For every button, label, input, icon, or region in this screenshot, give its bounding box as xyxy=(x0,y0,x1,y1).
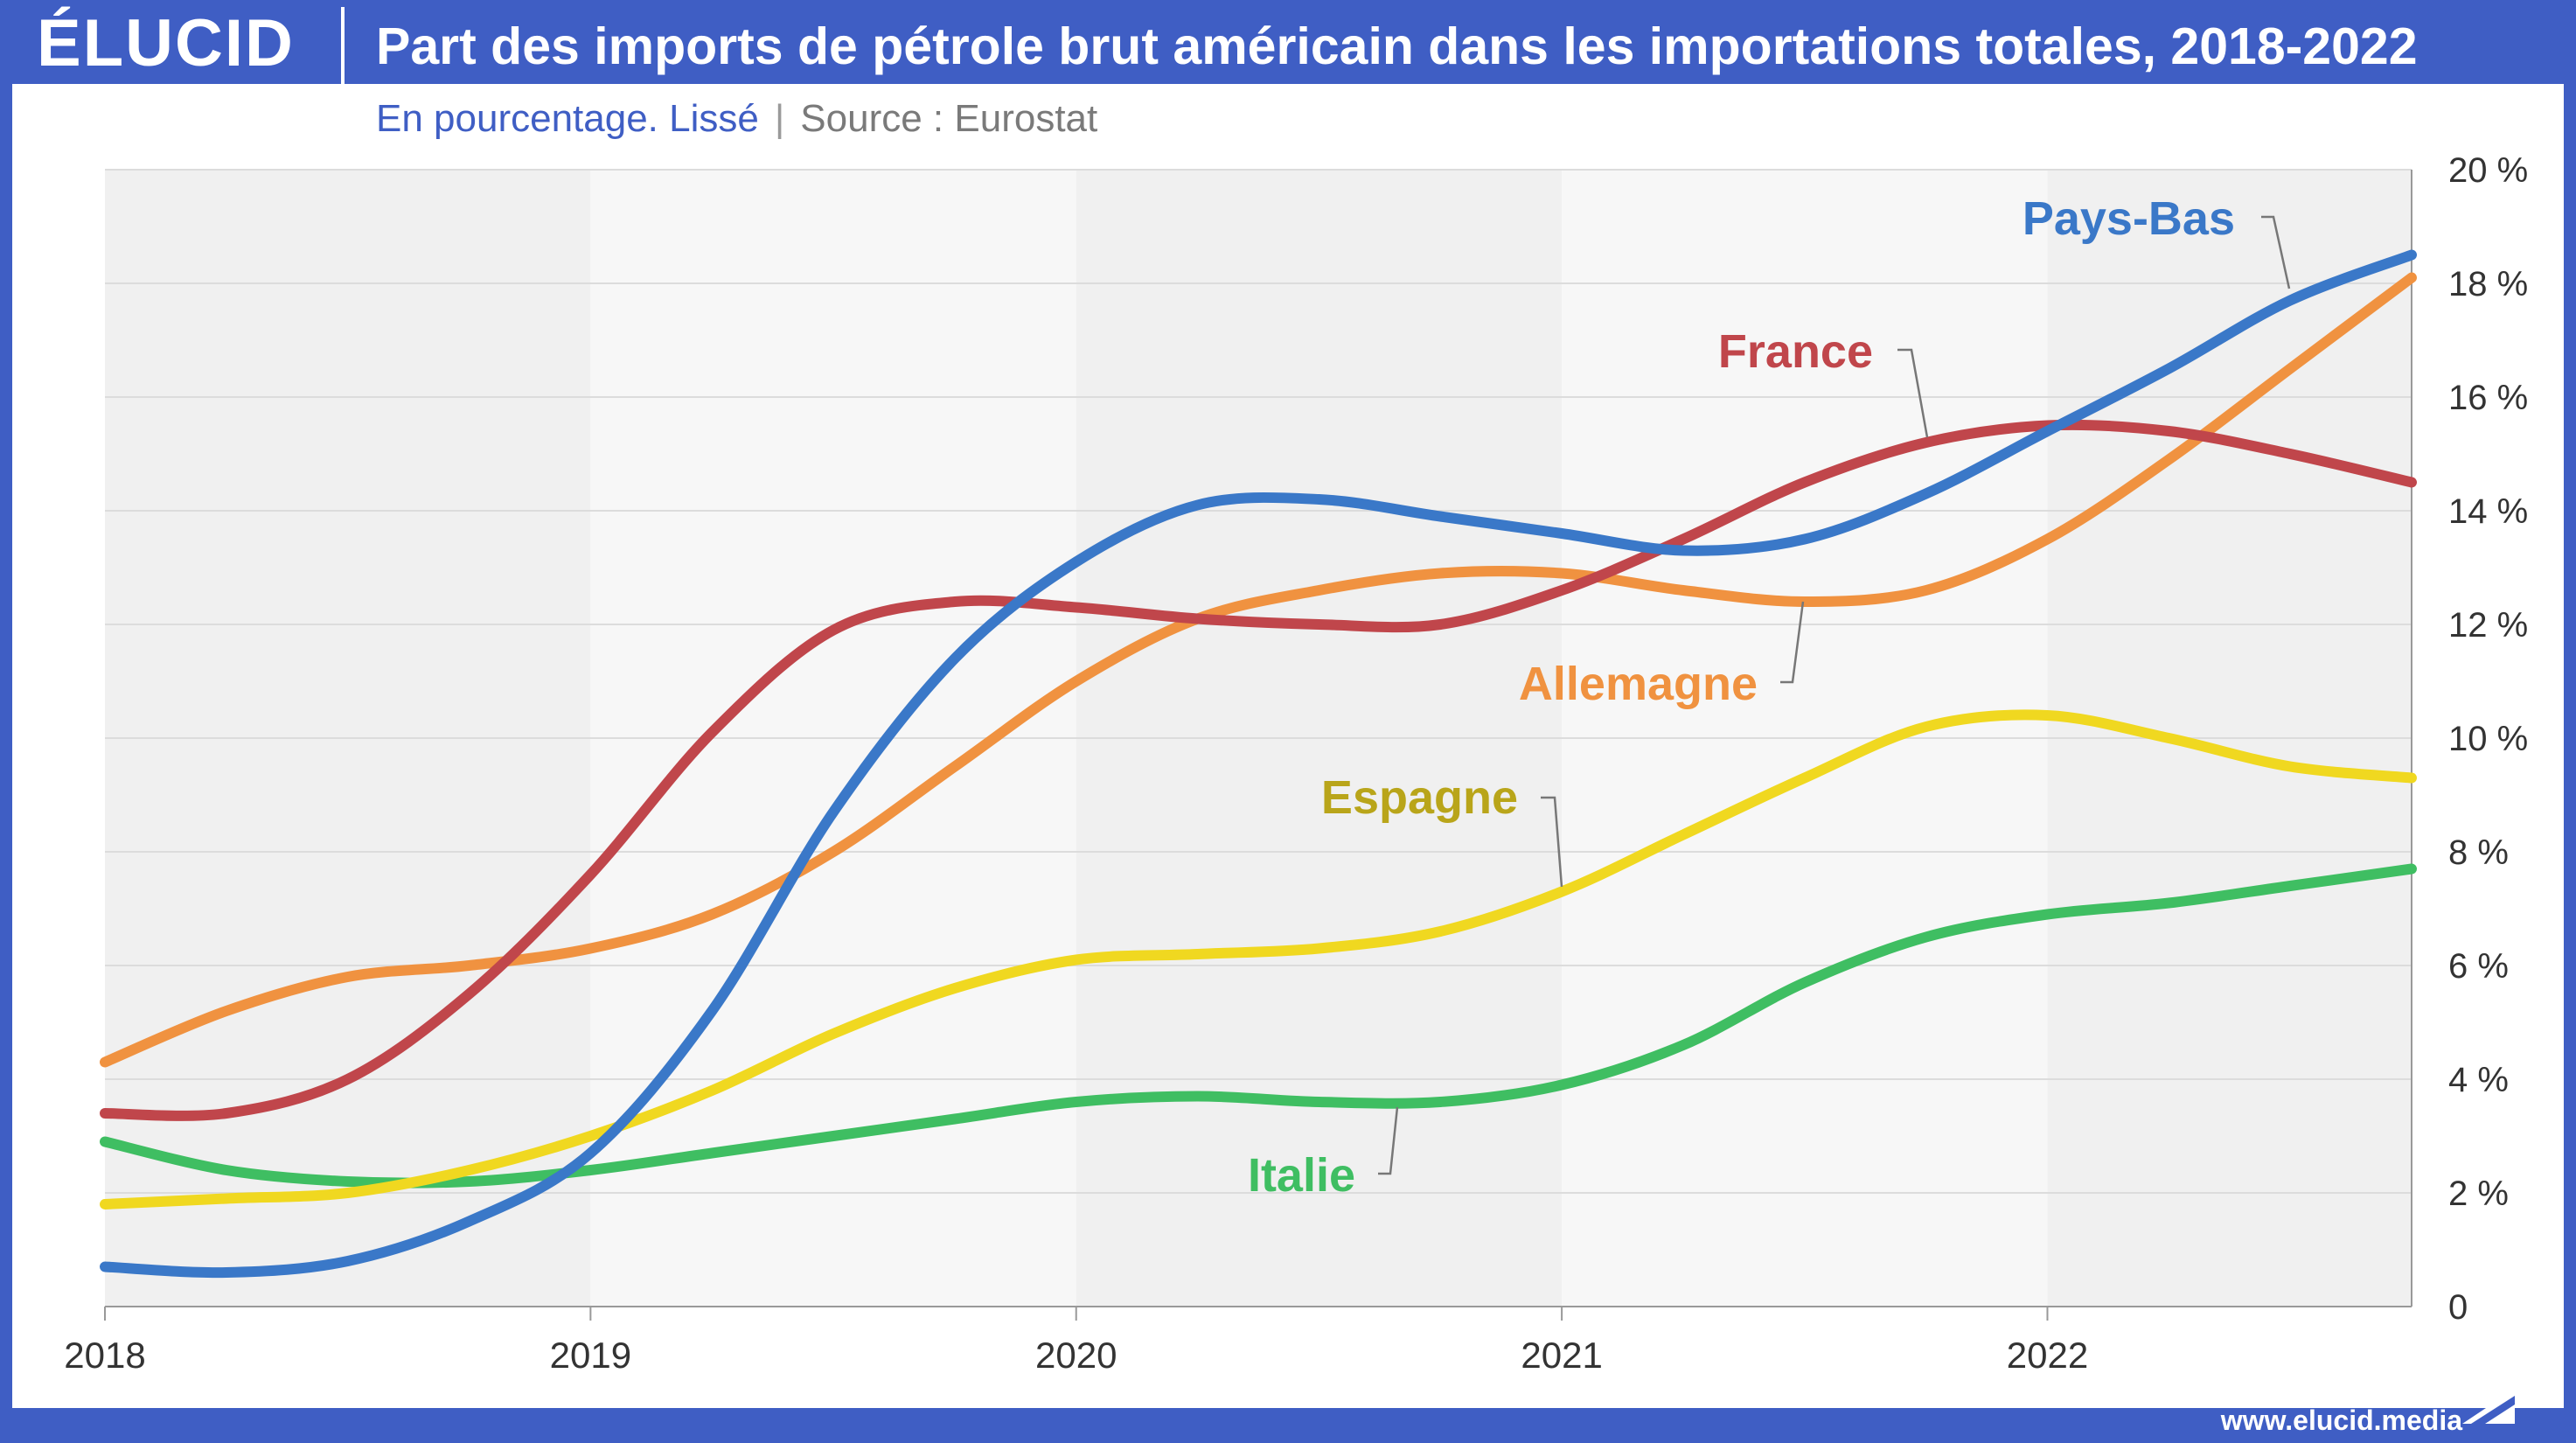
leader-line-france xyxy=(1897,348,1929,438)
x-tick-label: 2018 xyxy=(64,1335,145,1376)
y-tick-label: 20 % xyxy=(2448,151,2528,190)
x-tick-label: 2022 xyxy=(2007,1335,2088,1376)
leader-line-allemagne xyxy=(1780,601,1805,684)
y-tick-label: 18 % xyxy=(2448,265,2528,303)
series-line-pays-bas xyxy=(100,249,2417,1279)
axes xyxy=(104,170,2412,1321)
series-line-france xyxy=(100,419,2417,1121)
x-tick-label: 2020 xyxy=(1035,1335,1117,1376)
y-tick-label: 16 % xyxy=(2448,379,2528,417)
series-line-allemagne xyxy=(100,272,2417,1068)
series-line-espagne xyxy=(100,709,2417,1209)
series-line-italie xyxy=(100,863,2417,1189)
series-label-espagne: Espagne xyxy=(1321,771,1518,824)
series-label-france: France xyxy=(1718,325,1873,378)
y-tick-label: 10 % xyxy=(2448,720,2528,758)
tick-labels: 0 2 % 4 % 6 % 8 % 10 % 12 % 14 % 16 % 18 % 20 % 201… xyxy=(64,151,2528,1376)
series-label-allemagne: Allemagne xyxy=(1519,658,1758,710)
gridlines xyxy=(105,169,2412,1307)
header-divider xyxy=(341,7,345,86)
x-tick-label: 2021 xyxy=(1521,1335,1602,1376)
leader-line-pays-bas xyxy=(2261,215,2291,289)
series-label-italie: Italie xyxy=(1248,1149,1355,1202)
website-link[interactable]: www.elucid.media xyxy=(2220,1405,2462,1436)
series-label-pays-bas: Pays-Bas xyxy=(2023,192,2235,245)
y-tick-label: 2 % xyxy=(2448,1175,2509,1213)
y-tick-label: 14 % xyxy=(2448,492,2528,531)
y-tick-label: 8 % xyxy=(2448,833,2509,872)
leader-line-italie xyxy=(1378,1106,1399,1175)
source-note: Source : Eurostat xyxy=(800,97,1098,140)
chart-subtitle: En pourcentage. Lissé | Source : Eurostat xyxy=(376,94,1097,143)
elucid-logo[interactable]: ÉLUCID xyxy=(37,6,295,80)
chart-title: Part des imports de pétrole brut américa… xyxy=(376,17,2418,75)
leader-line-espagne xyxy=(1541,796,1563,888)
y-tick-label: 12 % xyxy=(2448,606,2528,645)
y-tick-label: 0 xyxy=(2448,1288,2468,1327)
logo-arrow-icon xyxy=(2462,1389,2515,1424)
series-lines xyxy=(100,249,2417,1279)
series-labels: Pays-Bas France Allemagne Espagne Italie xyxy=(1248,192,2291,1202)
x-tick-label: 2019 xyxy=(550,1335,631,1376)
subtitle-description: En pourcentage. Lissé xyxy=(376,97,759,140)
subtitle-separator: | xyxy=(774,97,785,140)
y-tick-label: 6 % xyxy=(2448,947,2509,986)
y-tick-label: 4 % xyxy=(2448,1061,2509,1099)
